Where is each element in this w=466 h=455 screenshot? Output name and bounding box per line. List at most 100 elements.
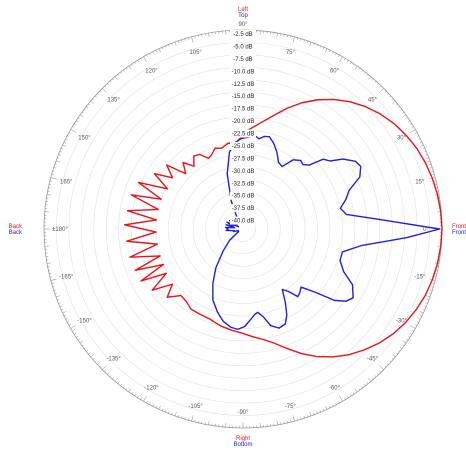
angle-tick (431, 286, 434, 288)
angle-tick (402, 344, 405, 347)
angle-tick (158, 48, 161, 53)
angle-tick (361, 69, 363, 72)
angle-tick (297, 418, 299, 421)
angle-tick (74, 123, 77, 125)
angle-tick (384, 365, 387, 368)
angle-tick (128, 65, 132, 70)
angle-tick (171, 43, 173, 46)
angle-tick (125, 388, 128, 391)
series-trace (212, 135, 441, 331)
db-label-bg (230, 67, 256, 76)
angle-tick (181, 39, 183, 42)
angle-tick (109, 375, 112, 378)
angle-tick (92, 98, 95, 100)
db-tick-label: -40.0 dB (232, 219, 255, 225)
angle-tick-label: 105° (189, 50, 202, 56)
angle-tick (168, 411, 170, 414)
angle-tick (431, 170, 434, 172)
angle-tick (276, 32, 278, 38)
angle-tick (140, 58, 142, 61)
angle-tick (425, 302, 428, 304)
angle-tick (424, 151, 427, 153)
grid-ring (68, 54, 418, 404)
angle-tick (181, 416, 183, 419)
angle-tick (83, 347, 86, 349)
angle-tick (50, 278, 57, 281)
angle-tick (366, 74, 369, 77)
angle-tick (325, 405, 328, 410)
angle-tick (208, 420, 210, 426)
db-tick-label: -2.5 dB (233, 32, 252, 38)
angle-tick (102, 365, 107, 370)
angle-tick (313, 43, 315, 46)
angle-tick (292, 415, 295, 422)
angle-tick (68, 324, 71, 326)
angle-tick (338, 401, 340, 404)
db-tick-label: -27.5 dB (232, 156, 255, 162)
angle-tick (432, 283, 435, 285)
direction-label-right: Front (452, 224, 466, 230)
angle-tick (74, 333, 77, 335)
angle-tick (67, 321, 70, 323)
angle-tick (81, 111, 84, 114)
angle-tick (335, 402, 337, 405)
angle-tick (424, 305, 427, 307)
angle-tick (386, 93, 389, 95)
angle-tick (377, 83, 379, 86)
direction-label-bottom: Bottom (233, 442, 252, 448)
angle-tick (120, 384, 122, 386)
angle-tick (415, 132, 418, 134)
db-tick-label: -35.0 dB (232, 194, 255, 200)
angle-tick (123, 386, 125, 389)
angle-tick (389, 95, 392, 98)
angle-tick (303, 416, 305, 419)
angle-tick (322, 408, 325, 411)
angle-tick (99, 365, 102, 368)
angle-tick (191, 415, 194, 422)
angle-tick (57, 299, 60, 301)
angle-tick (406, 338, 409, 341)
angle-tick (104, 370, 107, 373)
db-label-bg (230, 216, 256, 225)
angle-tick (425, 154, 428, 156)
angle-tick (65, 138, 68, 140)
angle-tick (64, 315, 67, 317)
angle-tick (177, 415, 180, 418)
series-trace (123, 98, 443, 358)
angle-tick (347, 60, 349, 63)
angle-tick (81, 344, 84, 347)
angle-tick (377, 372, 379, 375)
angle-tick (117, 74, 120, 77)
angle-tick-label: 0° (423, 227, 429, 233)
db-tick-label: -10.0 dB (232, 69, 255, 75)
angle-tick (134, 394, 136, 397)
angle-tick (52, 170, 55, 172)
angle-tick (59, 151, 62, 153)
angle-tick (372, 377, 374, 380)
angle-tick-label: -165° (59, 274, 74, 280)
angle-tick (395, 103, 398, 106)
angle-tick (347, 395, 349, 398)
angle-tick (114, 76, 118, 80)
angle-tick (123, 69, 125, 72)
angle-tick (332, 51, 334, 54)
angle-tick (140, 397, 142, 400)
db-label-bg (230, 191, 256, 200)
angle-tick (59, 305, 62, 307)
angle-tick (368, 76, 372, 80)
angle-tick (77, 117, 80, 120)
angle-tick (303, 39, 305, 42)
angle-tick (146, 54, 148, 57)
angle-tick (429, 163, 432, 166)
angle-tick (68, 132, 71, 134)
angle-tick (75, 336, 78, 338)
direction-label-left: Back (9, 224, 23, 230)
angle-tick (46, 262, 52, 264)
angle-tick-label: -150° (77, 319, 92, 325)
angle-tick (58, 154, 61, 156)
angle-tick (99, 90, 102, 93)
angle-tick (61, 308, 64, 311)
angle-tick (90, 354, 94, 358)
angle-tick (51, 283, 54, 285)
